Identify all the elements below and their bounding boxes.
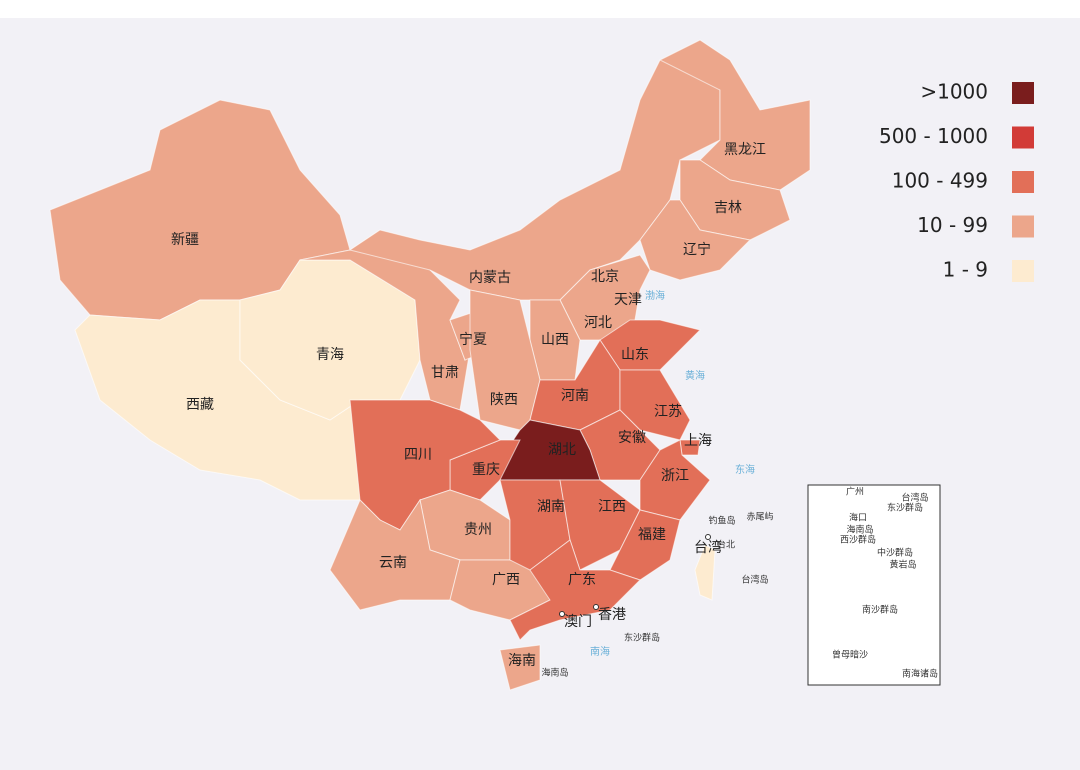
- place-label: 钓鱼岛: [708, 515, 735, 527]
- legend-label: 100 - 499: [892, 169, 988, 193]
- province-label: 贵州: [464, 522, 492, 538]
- inset-label: 台湾岛: [901, 492, 928, 504]
- place-label: 海南岛: [541, 667, 568, 679]
- legend-swatch: [1012, 260, 1034, 282]
- inset-label: 东沙群岛: [887, 502, 923, 514]
- legend-swatch: [1012, 82, 1034, 104]
- place-label: 赤尾屿: [746, 512, 773, 523]
- province-label: 陕西: [490, 392, 518, 408]
- province-label: 辽宁: [683, 241, 711, 258]
- province-label: 山西: [541, 332, 569, 348]
- province: [694, 544, 716, 601]
- sea-label: 南海: [590, 645, 610, 658]
- place-label: 香港: [598, 607, 626, 623]
- province-label: 甘肃: [431, 365, 459, 381]
- legend-label: >1000: [920, 80, 988, 104]
- inset-frame: [807, 484, 941, 686]
- inset-label: 中沙群岛: [877, 547, 913, 559]
- inset-label: 南海诸岛: [902, 668, 938, 680]
- inset-label: 海口: [849, 512, 867, 524]
- province-label: 江苏: [654, 404, 682, 420]
- legend-swatch: [1012, 215, 1034, 238]
- place-label: 澳门: [564, 614, 592, 630]
- province-label: 内蒙古: [469, 270, 511, 286]
- legend-swatch: [1012, 126, 1034, 149]
- sea-label: 东海: [735, 463, 755, 476]
- province-label: 上海: [684, 433, 712, 449]
- legend-label: 1 - 9: [943, 258, 988, 282]
- province-label: 北京: [591, 269, 619, 285]
- province-label: 河南: [561, 388, 589, 404]
- province-label: 安徽: [618, 430, 646, 446]
- province-label: 青海: [316, 347, 344, 363]
- sea-label: 渤海: [645, 289, 665, 302]
- provinces: [49, 39, 811, 691]
- legend-swatch: [1012, 171, 1034, 193]
- province-label: 黑龙江: [724, 142, 766, 158]
- inset-label: 黄岩岛: [889, 559, 916, 571]
- province-label: 云南: [379, 555, 407, 571]
- province: [639, 199, 752, 281]
- province-label: 台湾: [694, 539, 722, 556]
- province-label: 河北: [584, 315, 612, 331]
- province-label: 天津: [614, 292, 642, 308]
- place-dot: [559, 611, 565, 617]
- legend-label: 10 - 99: [917, 213, 988, 237]
- inset-label: 广州: [846, 486, 864, 498]
- place-label: 台湾岛: [741, 574, 768, 586]
- inset-label: 海南岛: [846, 524, 873, 536]
- province: [239, 259, 421, 421]
- province-label: 广西: [492, 572, 520, 588]
- province: [509, 539, 641, 641]
- province-label: 四川: [404, 447, 432, 463]
- place-label: 东沙群岛: [624, 632, 660, 644]
- legend-label: 500 - 1000: [879, 124, 988, 148]
- province-label: 福建: [638, 527, 666, 543]
- province-label: 吉林: [714, 200, 742, 216]
- place-dot: [705, 534, 711, 540]
- top-bar: [0, 0, 1080, 18]
- province: [658, 39, 811, 191]
- province-label: 海南: [508, 653, 536, 669]
- province-label: 宁夏: [459, 331, 487, 348]
- sea-label: 黄海: [685, 369, 705, 382]
- place-dot: [593, 604, 599, 610]
- inset-label: 南沙群岛: [862, 604, 898, 616]
- province-label: 新疆: [171, 232, 199, 248]
- province-label: 浙江: [661, 468, 689, 484]
- province-label: 湖北: [548, 442, 576, 458]
- province-label: 湖南: [537, 499, 565, 515]
- inset-label: 西沙群岛: [840, 534, 876, 546]
- province: [499, 644, 541, 691]
- inset-label: 曾母暗沙: [832, 649, 868, 661]
- place-label: 台北: [717, 539, 735, 551]
- legend: >1000 500 - 1000 100 - 499 10 - 99 1 - 9: [879, 80, 1034, 282]
- province-label: 山东: [621, 347, 649, 363]
- province-label: 江西: [598, 499, 626, 515]
- province-label: 广东: [568, 572, 596, 588]
- province-label: 西藏: [186, 397, 214, 413]
- province-label: 重庆: [472, 462, 500, 478]
